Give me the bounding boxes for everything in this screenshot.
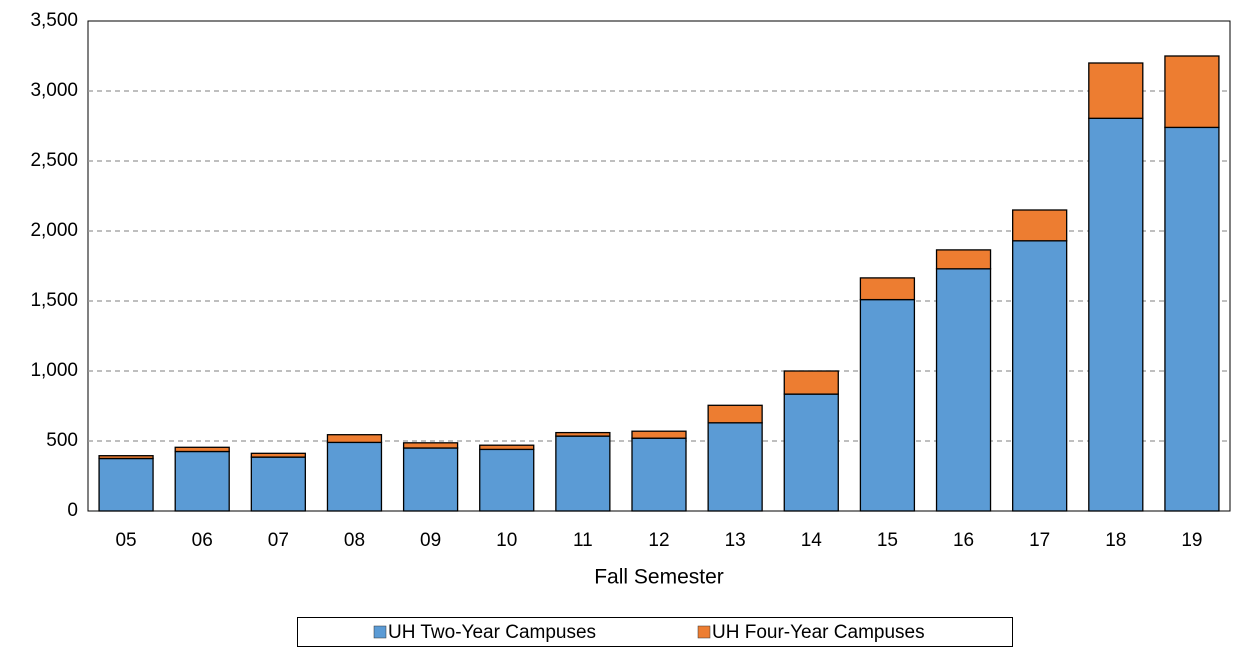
bar-segment [707,422,763,512]
y-tick-label: 3,500 [30,10,78,31]
bar-segment [174,446,230,453]
x-tick-label: 19 [1181,530,1202,551]
x-tick-label: 08 [344,530,365,551]
x-tick-label: 05 [115,530,136,551]
x-tick-label: 10 [496,530,517,551]
y-tick-label: 3,000 [30,80,78,101]
bar-segment [1164,126,1220,512]
bar-segment [326,434,383,444]
legend-label: UH Four-Year Campuses [712,622,925,643]
x-tick-label: 15 [877,530,898,551]
bar-segment [1088,117,1144,512]
bar-segment [935,268,992,512]
bar-segment [859,298,916,512]
bar-segment [631,430,687,439]
x-tick-label: 06 [192,530,213,551]
bar-segment [1012,209,1068,242]
bar-segment [98,457,154,512]
legend-box [297,617,1013,647]
bar-segment [479,448,535,512]
bar-segment [859,277,916,301]
x-axis-label: Fall Semester [594,566,724,589]
bar-segment [555,431,611,437]
x-tick-label: 11 [573,530,593,551]
bar-segment [98,455,154,460]
bar-segment [631,437,687,512]
x-tick-label: 13 [725,530,746,551]
bar-segment [1088,62,1144,119]
bar-segment [250,456,306,512]
x-tick-label: 07 [268,530,289,551]
x-tick-label: 12 [648,530,669,551]
bar-segment [935,249,992,270]
bar-segment [783,370,839,395]
legend-label: UH Two-Year Campuses [388,622,596,643]
bar-segment [174,450,230,512]
y-tick-label: 2,000 [30,220,78,241]
bar-segment [707,404,763,424]
x-tick-label: 17 [1029,530,1050,551]
bar-segment [402,442,459,449]
legend-swatch [697,625,711,639]
x-tick-label: 14 [801,530,823,551]
y-tick-label: 1,500 [30,290,78,311]
bar-segment [250,452,306,458]
x-tick-label: 16 [953,530,974,551]
x-tick-label: 09 [420,530,441,551]
y-tick-label: 2,500 [30,150,78,171]
bar-segment [479,444,535,451]
bar-segment [402,447,459,512]
y-tick-label: 1,000 [30,360,78,381]
y-tick-label: 0 [67,500,78,521]
legend-swatch [373,625,387,639]
bar-segment [783,393,839,512]
bar-segment [1012,240,1068,512]
x-tick-label: 18 [1105,530,1126,551]
y-tick-label: 500 [46,430,78,451]
bar-segment [1164,55,1220,129]
bar-segment [326,441,383,512]
bar-segment [555,435,611,512]
